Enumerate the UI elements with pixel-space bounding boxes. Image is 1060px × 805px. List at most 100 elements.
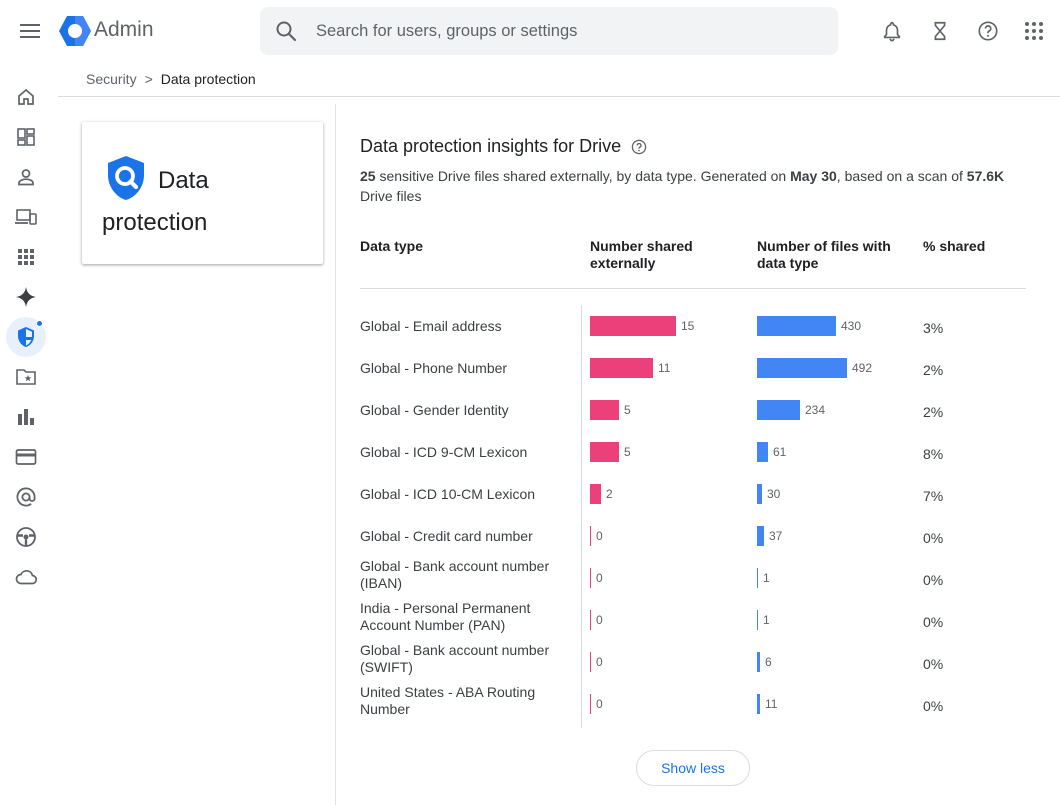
rail-billing[interactable] (10, 441, 42, 473)
shared-bar (590, 610, 591, 630)
pct-shared-value: 8% (923, 446, 944, 462)
shared-value-label: 0 (596, 613, 603, 627)
rail-shared-drives[interactable] (10, 361, 42, 393)
table-row: Global - Bank account number (SWIFT) 0 6 0% (0, 642, 1060, 684)
files-value-label: 234 (805, 403, 826, 417)
gemini-icon (16, 287, 36, 307)
rail-account[interactable] (10, 481, 42, 513)
search-input[interactable] (316, 7, 816, 55)
files-bar (757, 442, 768, 462)
card-title: Data protection (102, 167, 209, 236)
rail-apps[interactable] (10, 241, 42, 273)
dashboard-icon (17, 128, 35, 146)
breadcrumb: Security > Data protection (86, 71, 256, 87)
table-header-divider (360, 288, 1026, 289)
account-at-icon (16, 487, 36, 507)
shared-value-label: 15 (681, 319, 695, 333)
top-bar: Admin (0, 0, 1060, 62)
insights-title: Data protection insights for Drive (360, 136, 622, 156)
shared-value-label: 0 (596, 655, 603, 669)
pct-shared-value: 0% (923, 656, 944, 672)
generated-date: May 30 (790, 168, 837, 184)
data-type-label: Global - Credit card number (360, 528, 533, 544)
search-icon[interactable] (274, 19, 298, 43)
help-circle-icon[interactable] (631, 139, 647, 155)
table-row: Global - Email address 15 430 3% (0, 306, 1060, 348)
rail-rules[interactable] (10, 521, 42, 553)
insights-title-row: Data protection insights for Drive (360, 136, 647, 157)
pct-shared-value: 0% (923, 698, 944, 714)
help-button[interactable] (972, 15, 1004, 47)
data-type-label: Global - ICD 10-CM Lexicon (360, 486, 536, 502)
shared-value-label: 11 (658, 361, 671, 375)
admin-logo-icon[interactable] (58, 14, 92, 48)
files-bar (757, 316, 836, 336)
shared-value-label: 5 (624, 403, 631, 417)
data-type-label: United States - ABA Routing Number (360, 684, 536, 717)
rail-reporting[interactable] (10, 401, 42, 433)
table-row: Global - ICD 9-CM Lexicon 5 61 8% (0, 432, 1060, 474)
tasks-button[interactable] (924, 15, 956, 47)
shared-value-label: 0 (596, 697, 603, 711)
shared-value-label: 0 (596, 571, 603, 585)
sensitive-file-count: 25 (360, 168, 376, 184)
column-header-shared: Number shared externally (590, 238, 693, 271)
header-divider (58, 96, 1060, 97)
notifications-button[interactable] (876, 15, 908, 47)
home-icon (18, 88, 34, 105)
shared-bar (590, 568, 591, 588)
reporting-icon (18, 409, 34, 425)
pct-shared-value: 0% (923, 614, 944, 630)
rail-home[interactable] (10, 81, 42, 113)
rail-security[interactable] (6, 317, 46, 357)
panel-divider (335, 104, 336, 805)
search-bar[interactable] (260, 7, 838, 55)
security-shield-icon (18, 327, 34, 347)
rail-gemini[interactable] (10, 281, 42, 313)
files-bar (757, 484, 762, 504)
column-header-data-type: Data type (360, 238, 424, 254)
table-row: Global - Phone Number 11 492 2% (0, 348, 1060, 390)
notification-dot (36, 320, 43, 327)
insights-subtitle: 25 sensitive Drive files shared external… (360, 166, 1030, 206)
rail-users[interactable] (10, 161, 42, 193)
hamburger-menu-icon (20, 24, 40, 38)
shared-bar (590, 442, 619, 462)
data-protection-card: Data protection (82, 122, 323, 264)
breadcrumb-security-link[interactable]: Security (86, 71, 137, 87)
app-name: Admin (94, 18, 154, 41)
files-bar (757, 568, 758, 588)
folder-star-icon (16, 369, 36, 385)
shared-bar (590, 526, 591, 546)
breadcrumb-current: Data protection (160, 71, 256, 87)
table-row: Global - Bank account number (IBAN) 0 1 0% (0, 558, 1060, 600)
table-row: India - Personal Permanent Account Numbe… (0, 600, 1060, 642)
apps-launcher-button[interactable] (1018, 15, 1050, 47)
files-value-label: 61 (773, 445, 787, 459)
files-bar (757, 358, 847, 378)
pct-shared-value: 0% (923, 572, 944, 588)
data-type-label: Global - Gender Identity (360, 402, 509, 418)
rail-dashboard[interactable] (10, 121, 42, 153)
files-value-label: 11 (765, 697, 778, 711)
hourglass-icon (934, 21, 946, 41)
show-less-button[interactable]: Show less (636, 750, 750, 786)
files-bar (757, 610, 758, 630)
files-value-label: 1 (763, 571, 770, 585)
column-header-files: Number of files with data type (757, 238, 891, 271)
column-header-pct: % shared (923, 238, 986, 254)
breadcrumb-separator: > (144, 71, 153, 87)
data-type-label: Global - Phone Number (360, 360, 508, 376)
subtitle-text-2: , based on a scan of (836, 168, 967, 184)
data-protection-shield-icon (108, 156, 144, 200)
shared-value-label: 5 (624, 445, 631, 459)
subtitle-text-3: Drive files (360, 188, 422, 204)
rail-storage[interactable] (10, 561, 42, 593)
rail-devices[interactable] (10, 201, 42, 233)
table-row: Global - ICD 10-CM Lexicon 2 30 7% (0, 474, 1060, 516)
shared-value-label: 0 (596, 529, 603, 543)
main-menu-button[interactable] (14, 15, 46, 47)
shared-bar (590, 400, 619, 420)
pct-shared-value: 2% (923, 404, 944, 420)
shared-bar (590, 358, 653, 378)
